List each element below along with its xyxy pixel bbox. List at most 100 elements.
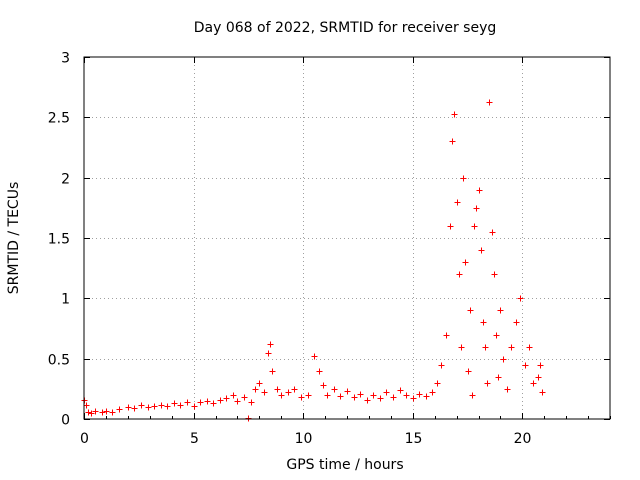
x-axis-label: GPS time / hours	[286, 457, 403, 473]
data-point	[416, 391, 423, 398]
data-point	[291, 386, 298, 393]
data-point	[526, 344, 533, 351]
data-point	[145, 404, 152, 411]
data-point	[390, 394, 397, 401]
data-point	[491, 271, 498, 278]
data-point	[256, 380, 263, 387]
data-point	[274, 386, 281, 393]
tick-layer: 0 5 10 15 20 0 0.5 1 1.5 2 2.5 3	[48, 51, 611, 447]
data-point	[320, 382, 327, 389]
data-point	[223, 395, 230, 402]
data-point	[403, 392, 410, 399]
data-point	[397, 387, 404, 394]
data-point	[504, 386, 511, 393]
data-point	[500, 356, 507, 363]
data-point	[131, 405, 138, 412]
data-point	[344, 388, 351, 395]
data-point	[103, 408, 110, 415]
data-point	[85, 409, 92, 416]
data-point	[351, 394, 358, 401]
data-point	[539, 389, 546, 396]
data-point	[311, 353, 318, 360]
grid-layer	[84, 57, 610, 419]
data-point	[269, 368, 276, 375]
data-point	[285, 389, 292, 396]
data-point	[471, 223, 478, 230]
data-point	[493, 332, 500, 339]
data-point	[469, 392, 476, 399]
x-tick-label: 20	[514, 431, 532, 447]
x-tick-label: 5	[190, 431, 199, 447]
data-point	[204, 398, 211, 405]
data-point	[370, 392, 377, 399]
data-point	[151, 403, 158, 410]
data-point	[241, 394, 248, 401]
data-point	[489, 229, 496, 236]
data-point	[191, 403, 198, 410]
data-point	[377, 395, 384, 402]
data-point	[513, 319, 520, 326]
data-point	[497, 307, 504, 314]
data-point	[451, 111, 458, 118]
data-point	[316, 368, 323, 375]
data-point	[473, 205, 480, 212]
data-point	[234, 398, 241, 405]
data-point	[443, 332, 450, 339]
data-point	[210, 400, 217, 407]
data-point	[305, 392, 312, 399]
data-point	[337, 393, 344, 400]
data-point	[177, 402, 184, 409]
data-point	[462, 259, 469, 266]
data-point	[530, 380, 537, 387]
data-point	[217, 397, 224, 404]
y-tick-label: 2	[61, 172, 70, 188]
data-point	[478, 247, 485, 254]
data-point	[434, 380, 441, 387]
data-point	[248, 399, 255, 406]
data-point	[138, 402, 145, 409]
data-point	[197, 399, 204, 406]
y-tick-label: 3	[61, 51, 70, 67]
data-point	[458, 344, 465, 351]
data-point	[158, 402, 165, 409]
x-tick-label: 10	[295, 431, 313, 447]
data-point	[423, 393, 430, 400]
x-tick-label: 0	[80, 431, 89, 447]
series-layer	[81, 99, 546, 422]
x-tick-label: 15	[405, 431, 423, 447]
data-point	[267, 341, 274, 348]
data-point	[517, 295, 524, 302]
data-point	[357, 391, 364, 398]
data-point	[476, 187, 483, 194]
data-point	[535, 374, 542, 381]
data-point	[184, 399, 191, 406]
data-point	[460, 175, 467, 182]
data-point	[465, 368, 472, 375]
data-point	[252, 386, 259, 393]
data-point	[331, 386, 338, 393]
data-point	[171, 400, 178, 407]
data-point	[364, 397, 371, 404]
data-point	[484, 380, 491, 387]
data-point	[125, 404, 132, 411]
y-axis-label: SRMTID / TECUs	[6, 182, 22, 295]
data-point	[410, 395, 417, 402]
data-point	[495, 374, 502, 381]
y-tick-label: 1.5	[48, 232, 70, 248]
data-point	[261, 389, 268, 396]
data-point	[447, 223, 454, 230]
y-tick-label: 0	[61, 413, 70, 429]
data-point	[537, 362, 544, 369]
data-point	[456, 271, 463, 278]
data-point	[265, 350, 272, 357]
data-point	[278, 392, 285, 399]
data-point	[522, 362, 529, 369]
y-tick-label: 1	[61, 292, 70, 308]
data-point	[429, 389, 436, 396]
data-point	[109, 409, 116, 416]
data-point	[383, 389, 390, 396]
data-point	[164, 403, 171, 410]
data-point	[230, 392, 237, 399]
data-point	[88, 410, 95, 417]
data-point	[99, 409, 106, 416]
